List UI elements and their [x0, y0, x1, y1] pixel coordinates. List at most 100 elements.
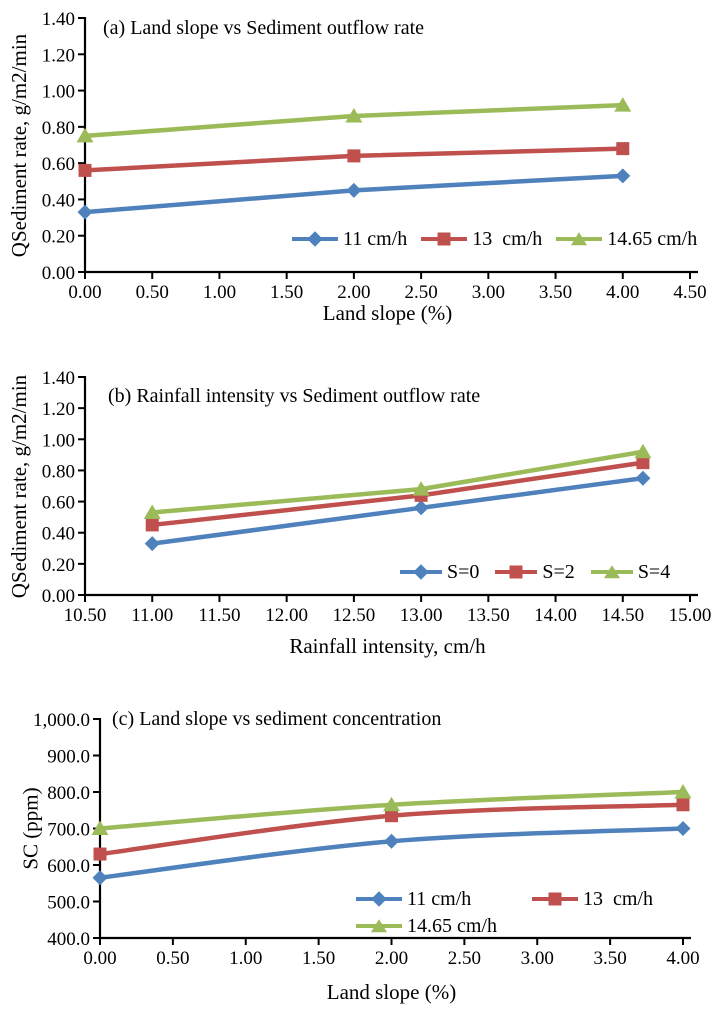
x-tick-label: 4.50: [673, 282, 706, 303]
y-tick-label: 800.0: [47, 783, 90, 804]
series-line: [149, 449, 646, 515]
y-tick-label: 0.00: [42, 586, 75, 607]
triangle-marker-icon: [571, 232, 588, 246]
x-tick-label: 2.50: [448, 948, 481, 969]
chart-a-legend: 11 cm/h 13 cm/h 14.65 cm/h: [292, 226, 697, 252]
legend-item: 13 cm/h: [421, 226, 542, 252]
data-point-triangle: [634, 443, 652, 459]
legend-item: 13 cm/h: [532, 886, 653, 912]
legend-label: S=0: [447, 560, 480, 583]
legend-swatch-diamond-icon: [400, 563, 442, 581]
x-tick-label: 11.00: [131, 605, 173, 626]
x-tick-label: 14.00: [534, 605, 577, 626]
data-point-diamond: [635, 470, 651, 486]
x-tick-label: 0.50: [156, 948, 189, 969]
data-point-diamond: [77, 204, 93, 220]
data-point-triangle: [345, 107, 363, 123]
square-marker-icon: [437, 232, 451, 246]
y-tick-label: 0.80: [42, 118, 75, 139]
legend-item: 14.65 cm/h: [556, 226, 697, 252]
x-tick-label: 3.50: [594, 948, 627, 969]
data-point-diamond: [615, 168, 631, 184]
y-tick-label: 0.60: [42, 493, 75, 514]
data-point-triangle: [383, 796, 400, 812]
series-line: [149, 475, 646, 546]
x-tick-label: 4.00: [666, 948, 699, 969]
diamond-marker-icon: [413, 564, 429, 580]
legend-swatch-triangle-icon: [590, 563, 633, 581]
chart-b-title: (b) Rainfall intensity vs Sediment outfl…: [108, 385, 481, 407]
legend-label: 13 cm/h: [583, 887, 653, 910]
data-point-square: [78, 163, 92, 177]
legend-swatch-triangle-icon: [556, 230, 603, 248]
y-tick-label: 600.0: [47, 856, 90, 877]
y-tick-label: 1.20: [42, 45, 75, 66]
legend-swatch-square-icon: [421, 230, 468, 248]
x-tick-label: 13.50: [467, 605, 510, 626]
data-point-square: [616, 142, 630, 156]
legend-label: 11 cm/h: [343, 227, 408, 250]
data-point-diamond: [384, 833, 399, 849]
x-tick-label: 12.00: [265, 605, 308, 626]
chart-c-land-slope-vs-sediment-concentration: 0.00 0.50 1.00 1.50 2.00 2.50 3.00 3.50 4.00 400.…: [0, 680, 714, 1021]
data-point-diamond: [92, 870, 108, 886]
y-tick-label: 700.0: [47, 820, 90, 841]
series-line: [149, 460, 646, 528]
x-tick-label: 2.00: [337, 282, 370, 303]
y-tick-label: 1.40: [42, 9, 75, 30]
triangle-marker-icon: [603, 565, 620, 579]
x-tick-label: 14.50: [601, 605, 644, 626]
legend-swatch-square-icon: [495, 563, 538, 581]
data-point-diamond: [346, 182, 362, 198]
data-point-square: [676, 798, 690, 812]
data-point-triangle: [91, 820, 109, 835]
y-tick-label: 1.00: [42, 82, 75, 103]
diamond-marker-icon: [371, 891, 387, 907]
data-point-diamond: [413, 500, 429, 516]
x-tick-label: 1.00: [203, 282, 236, 303]
y-tick-label: 0.40: [42, 524, 75, 545]
y-tick-label: 0.40: [42, 190, 75, 211]
legend-item: S=0: [400, 559, 479, 585]
legend-swatch-diamond-icon: [292, 230, 338, 248]
legend-item: 11 cm/h: [292, 226, 407, 252]
square-marker-icon: [509, 565, 523, 579]
legend-label: 14.65 cm/h: [407, 914, 497, 937]
x-tick-label: 0.50: [136, 282, 169, 303]
data-point-triangle: [614, 97, 632, 112]
y-tick-label: 0.20: [42, 227, 75, 248]
data-point-triangle: [76, 127, 94, 143]
data-point-square: [93, 847, 107, 861]
x-tick-label: 12.50: [333, 605, 376, 626]
x-tick-label: 3.00: [472, 282, 505, 303]
chart-b-rainfall-intensity-vs-sediment-outflow-rate: 10.50 11.00 11.50 12.00 12.50 13.00 13.50 14.00…: [0, 335, 714, 680]
chart-a-x-axis-label: Land slope (%): [322, 301, 453, 325]
y-tick-label: 1.20: [42, 399, 75, 420]
data-point-diamond: [144, 536, 160, 552]
legend-swatch-square-icon: [532, 890, 578, 908]
chart-c-x-axis-label: Land slope (%): [326, 980, 457, 1004]
legend-swatch-diamond-icon: [356, 890, 402, 908]
y-tick-label: 0.80: [42, 461, 75, 482]
chart-b-legend: S=0 S=2 S=4: [400, 559, 670, 585]
x-tick-label: 0.00: [83, 948, 116, 969]
chart-b-x-axis-label: Rainfall intensity, cm/h: [289, 634, 486, 658]
y-tick-label: 0.20: [42, 555, 75, 576]
legend-item: 11 cm/h: [356, 886, 532, 912]
y-tick-label: 0.00: [42, 263, 75, 284]
x-tick-label: 2.50: [404, 282, 437, 303]
x-tick-label: 15.00: [669, 605, 712, 626]
legend-label: S=4: [637, 560, 671, 583]
chart-c-plot-area: 0.00 0.50 1.00 1.50 2.00 2.50 3.00 3.50 4.00 400.…: [33, 710, 700, 969]
legend-item: S=4: [590, 559, 671, 585]
data-point-triangle: [143, 504, 161, 519]
legend-label: 11 cm/h: [407, 887, 472, 910]
chart-a-land-slope-vs-sediment-outflow-rate: 0.00 0.50 1.00 1.50 2.00 2.50 3.00 3.50 4.00 4.50…: [0, 0, 714, 335]
x-tick-label: 2.00: [375, 948, 408, 969]
y-tick-label: 900.0: [47, 747, 90, 768]
diamond-marker-icon: [307, 231, 323, 247]
legend-item: 14.65 cm/h: [356, 913, 532, 939]
data-point-diamond: [675, 821, 691, 836]
y-tick-label: 1,000.0: [33, 710, 90, 731]
